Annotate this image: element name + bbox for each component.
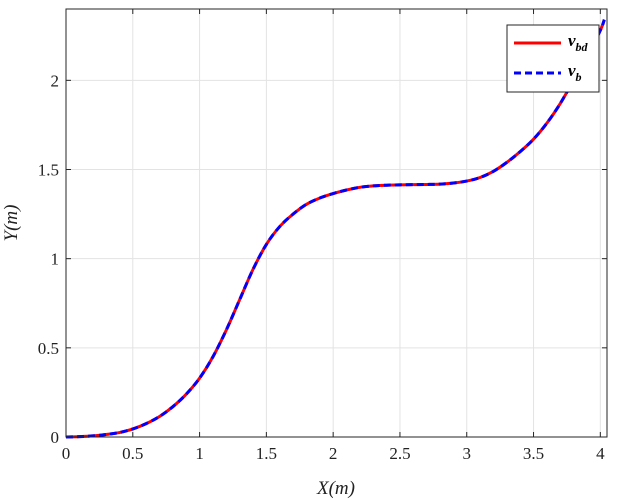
- y-tick-label: 0.5: [38, 339, 59, 358]
- legend-label-v-b-main: v: [568, 61, 576, 80]
- x-tick-label: 1: [195, 444, 204, 463]
- legend-label-v-b-sub: b: [576, 70, 582, 84]
- legend-label-v-bd: vbd: [568, 31, 589, 54]
- legend: vbd vb: [506, 24, 600, 93]
- x-tick-label: 3.5: [523, 444, 544, 463]
- legend-label-v-bd-sub: bd: [576, 40, 589, 54]
- legend-box: [506, 24, 600, 93]
- x-tick-label: 0: [62, 444, 71, 463]
- x-axis-label: X(m): [316, 478, 355, 499]
- y-tick-label: 1: [51, 250, 60, 269]
- x-tick-label: 4: [596, 444, 605, 463]
- legend-label-v-bd-main: v: [568, 31, 576, 50]
- x-tick-label: 1.5: [256, 444, 277, 463]
- y-tick-label: 0: [51, 428, 60, 447]
- series-line-v-b: [65, 19, 606, 439]
- x-tick-label: 2.5: [389, 444, 410, 463]
- y-tick-label: 2: [51, 71, 60, 90]
- y-axis-label: Y(m): [1, 205, 22, 242]
- x-tick-label: 2: [329, 444, 338, 463]
- legend-label-v-b: vb: [568, 61, 582, 84]
- x-tick-label: 0.5: [122, 444, 143, 463]
- series-group: [65, 19, 606, 439]
- axes-box: [65, 8, 608, 438]
- y-tick-label: 1.5: [38, 161, 59, 180]
- x-tick-label: 3: [462, 444, 471, 463]
- ticks: 0 0.5 1 1.5 2 2.5 3 3.5 4 0 0.5 1 1.5 2: [38, 9, 607, 463]
